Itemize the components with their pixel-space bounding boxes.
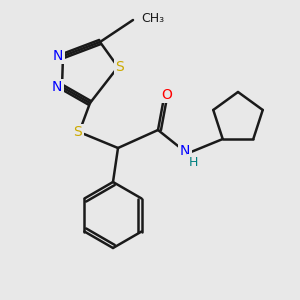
Text: S: S: [116, 60, 124, 74]
Text: H: H: [188, 155, 198, 169]
Text: N: N: [180, 144, 190, 158]
Text: N: N: [53, 49, 63, 63]
Text: CH₃: CH₃: [141, 11, 164, 25]
Text: S: S: [74, 125, 82, 139]
Text: N: N: [52, 80, 62, 94]
Text: O: O: [162, 88, 172, 102]
